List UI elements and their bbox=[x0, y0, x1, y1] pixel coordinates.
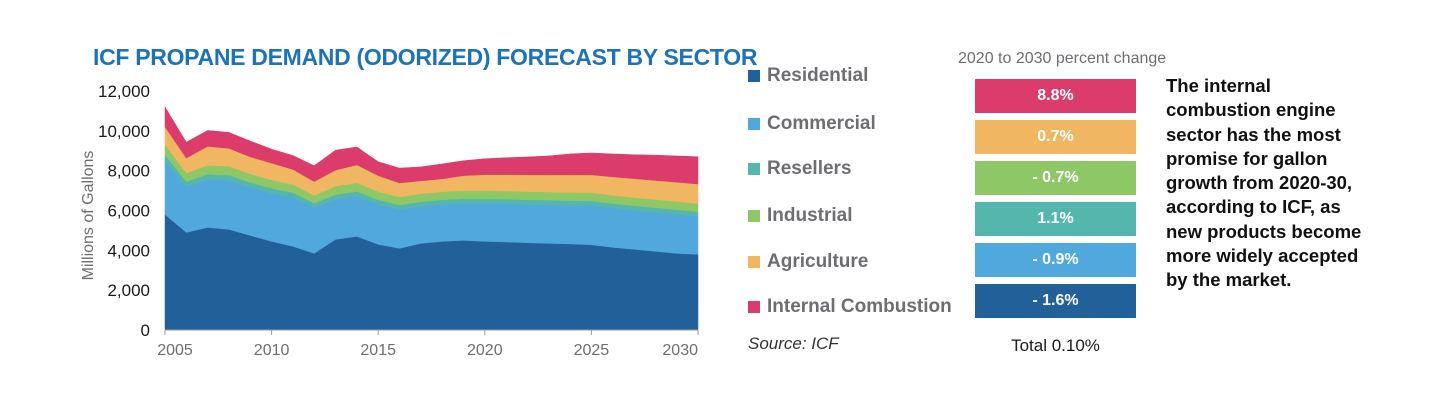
legend-swatch-industrial bbox=[748, 210, 760, 222]
legend-label-commercial: Commercial bbox=[767, 113, 876, 134]
x-tick-label: 2030 bbox=[662, 342, 698, 359]
callout-note-line: growth from 2020-30, bbox=[1166, 172, 1353, 194]
legend-label-residential: Residential bbox=[767, 65, 869, 86]
percent-change-resellers: 1.1% bbox=[975, 202, 1136, 236]
legend-item-resellers: Resellers bbox=[748, 158, 852, 180]
legend-label-industrial: Industrial bbox=[767, 205, 853, 226]
percent-change-residential: - 1.6% bbox=[975, 284, 1136, 318]
legend-item-residential: Residential bbox=[748, 65, 868, 87]
y-axis-title: Millions of Gallons bbox=[80, 151, 97, 281]
x-tick-label: 2025 bbox=[574, 342, 610, 359]
percent-change-value: - 0.9% bbox=[1032, 251, 1079, 268]
callout-note: The internal combustion engine sector ha… bbox=[1166, 74, 1366, 293]
y-tick-label: 6,000 bbox=[107, 202, 150, 221]
y-tick-label: 4,000 bbox=[107, 241, 150, 260]
percent-change-header: 2020 to 2030 percent change bbox=[958, 50, 1167, 67]
legend-item-industrial: Industrial bbox=[748, 205, 853, 227]
callout-note-line: more widely accepted bbox=[1166, 245, 1359, 267]
callout-note-line: combustion engine bbox=[1166, 99, 1336, 121]
percent-change-value: - 1.6% bbox=[1032, 292, 1079, 309]
x-tick-label: 2005 bbox=[157, 342, 193, 359]
callout-note-line: according to ICF, as bbox=[1166, 196, 1341, 218]
legend-label-resellers: Resellers bbox=[767, 158, 852, 179]
area-series-internal-combustion bbox=[164, 106, 699, 185]
legend-item-agriculture: Agriculture bbox=[748, 251, 868, 273]
x-tick-label: 2010 bbox=[254, 342, 290, 359]
percent-change-value: 8.8% bbox=[1037, 87, 1074, 104]
legend-item-commercial: Commercial bbox=[748, 113, 876, 135]
legend-swatch-internal-combustion bbox=[748, 301, 760, 313]
percent-change-total: Total 0.10% bbox=[1011, 336, 1100, 355]
percent-change-value: 0.7% bbox=[1037, 128, 1074, 145]
y-tick-label: 8,000 bbox=[107, 162, 150, 181]
legend-item-internal-combustion: Internal Combustion bbox=[748, 296, 952, 318]
callout-note-line: by the market. bbox=[1166, 269, 1292, 291]
legend-swatch-agriculture bbox=[748, 256, 760, 268]
x-tick-label: 2015 bbox=[360, 342, 396, 359]
callout-note-line: sector has the most bbox=[1166, 123, 1341, 145]
legend-label-internal-combustion: Internal Combustion bbox=[767, 296, 952, 317]
chart-title: ICF PROPANE DEMAND (ODORIZED) FORECAST B… bbox=[93, 44, 758, 70]
percent-change-industrial: - 0.7% bbox=[975, 161, 1136, 195]
legend-swatch-commercial bbox=[748, 118, 760, 130]
y-tick-label: 2,000 bbox=[107, 281, 150, 300]
callout-note-line: new products become bbox=[1166, 220, 1362, 242]
percent-change-commercial: - 0.9% bbox=[975, 243, 1136, 277]
percent-change-internal-combustion: 8.8% bbox=[975, 79, 1136, 113]
legend-label-agriculture: Agriculture bbox=[767, 251, 869, 272]
percent-change-agriculture: 0.7% bbox=[975, 120, 1136, 154]
legend-swatch-residential bbox=[748, 70, 760, 82]
callout-note-line: promise for gallon bbox=[1166, 147, 1328, 169]
percent-change-value: - 0.7% bbox=[1032, 169, 1079, 186]
y-tick-label: 10,000 bbox=[98, 122, 150, 141]
y-tick-label: 12,000 bbox=[98, 82, 150, 101]
y-tick-label: 0 bbox=[141, 321, 150, 340]
x-tick-label: 2020 bbox=[467, 342, 503, 359]
percent-change-value: 1.1% bbox=[1037, 210, 1074, 227]
callout-note-line: The internal bbox=[1166, 75, 1271, 96]
source-note: Source: ICF bbox=[748, 334, 839, 353]
legend-swatch-resellers bbox=[748, 163, 760, 175]
